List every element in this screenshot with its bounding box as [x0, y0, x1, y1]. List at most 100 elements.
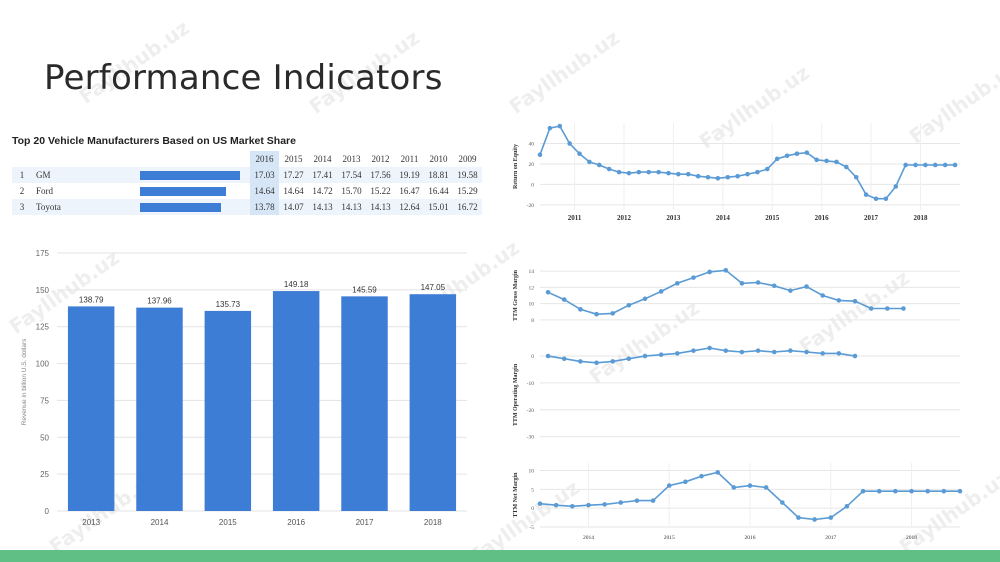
data-point [844, 503, 850, 509]
data-point [804, 284, 809, 289]
data-point [820, 351, 825, 356]
x-tick-label: 2018 [913, 214, 928, 222]
data-point [666, 483, 672, 488]
bar [341, 296, 388, 511]
data-point [695, 173, 701, 179]
series-line [547, 269, 904, 316]
data-point [780, 500, 785, 505]
data-point [557, 123, 563, 129]
data-point [836, 298, 842, 303]
data-point [764, 166, 770, 172]
data-point [812, 517, 817, 522]
data-point [745, 171, 750, 177]
data-point [691, 275, 696, 280]
x-tick-label: 2012 [617, 214, 632, 222]
data-point [942, 162, 948, 168]
y-axis-label: TTM Operating Margin [513, 363, 519, 426]
revenue-bar-chart: 0 25 50 75 100 125 150 175 138.79 2013 137.96 2014 1… [21, 249, 467, 527]
bottom-accent-bar [0, 550, 1000, 562]
share-bar-cell [140, 199, 250, 215]
manufacturer-name: Ford [36, 186, 54, 196]
bar [67, 306, 115, 511]
data-point [844, 164, 849, 170]
data-point [685, 171, 691, 177]
share-value: 14.13 [337, 199, 366, 215]
share-bar [140, 170, 240, 180]
market-share-table: Top 20 Vehicle Manufacturers Based on US… [12, 135, 482, 215]
data-point [957, 488, 963, 494]
data-point [553, 502, 559, 508]
y-tick-label: -5 [529, 525, 534, 531]
data-point [863, 192, 869, 197]
data-point [683, 479, 688, 485]
year-header: 2013 [342, 154, 361, 164]
net-margin-line-chart: 10 5 0 -5 TTM Net Margin 2014 2015 2016 2017 2018 [513, 463, 963, 541]
data-point [836, 351, 842, 356]
data-point [860, 488, 866, 494]
y-tick-label: 125 [36, 323, 50, 332]
share-bar [140, 202, 221, 212]
share-bar-cell [140, 183, 250, 199]
x-tick-label: 2015 [765, 214, 780, 222]
data-point [626, 356, 632, 362]
share-value: 17.54 [337, 167, 366, 183]
x-tick-label: 2017 [356, 518, 374, 527]
bar [272, 291, 320, 511]
series-line [547, 347, 856, 364]
data-point [820, 293, 825, 298]
data-point [723, 268, 729, 273]
share-value: 14.72 [312, 186, 333, 196]
data-point [658, 289, 664, 294]
data-point [610, 359, 615, 364]
x-tick-label: 2018 [424, 518, 442, 527]
data-point [925, 488, 930, 494]
share-value: 17.27 [279, 167, 308, 183]
data-point [547, 125, 553, 131]
data-point [537, 501, 543, 506]
watermark: Fayllhub.uz [504, 25, 624, 119]
data-point [932, 162, 938, 168]
operating-margin-line-chart: 0 -10 -20 -30 TTM Operating Margin [513, 345, 960, 441]
data-point [893, 488, 898, 494]
y-tick-label: 0 [531, 182, 534, 188]
data-point [725, 174, 731, 180]
data-point [739, 349, 745, 355]
bar-value-label: 147.05 [421, 283, 446, 292]
year-header: 2009 [458, 154, 477, 164]
data-point [602, 502, 607, 507]
x-tick-label: 2015 [219, 518, 237, 527]
y-tick-label: 8 [531, 318, 534, 324]
share-value: 17.41 [308, 167, 337, 183]
x-tick-label: 2018 [906, 535, 917, 541]
share-value: 16.44 [428, 186, 449, 196]
y-tick-label: 25 [40, 470, 49, 479]
data-point [913, 162, 918, 168]
data-point [774, 156, 780, 162]
data-point [626, 302, 632, 308]
data-point [715, 470, 720, 475]
year-header: 2011 [400, 154, 419, 164]
data-point [771, 283, 777, 289]
share-value: 12.64 [395, 199, 424, 215]
share-value: 14.64 [250, 183, 279, 199]
data-point [796, 515, 801, 520]
data-point [853, 174, 859, 180]
bar [136, 307, 183, 511]
manufacturer-name: GM [32, 167, 140, 183]
data-point [794, 151, 800, 157]
share-value: 19.19 [395, 167, 424, 183]
y-axis-label: Revenue in billion U.S. dollars [21, 338, 28, 425]
data-point [755, 348, 761, 353]
x-tick-label: 2017 [825, 535, 836, 541]
data-point [616, 169, 622, 175]
data-point [594, 311, 599, 317]
data-point [578, 359, 583, 364]
data-point [561, 297, 567, 302]
data-point [578, 307, 583, 312]
data-point [755, 169, 760, 175]
data-point [594, 360, 599, 366]
share-value: 15.01 [424, 199, 453, 215]
data-point [691, 348, 696, 353]
y-tick-label: 175 [36, 249, 50, 258]
data-point [707, 269, 712, 275]
